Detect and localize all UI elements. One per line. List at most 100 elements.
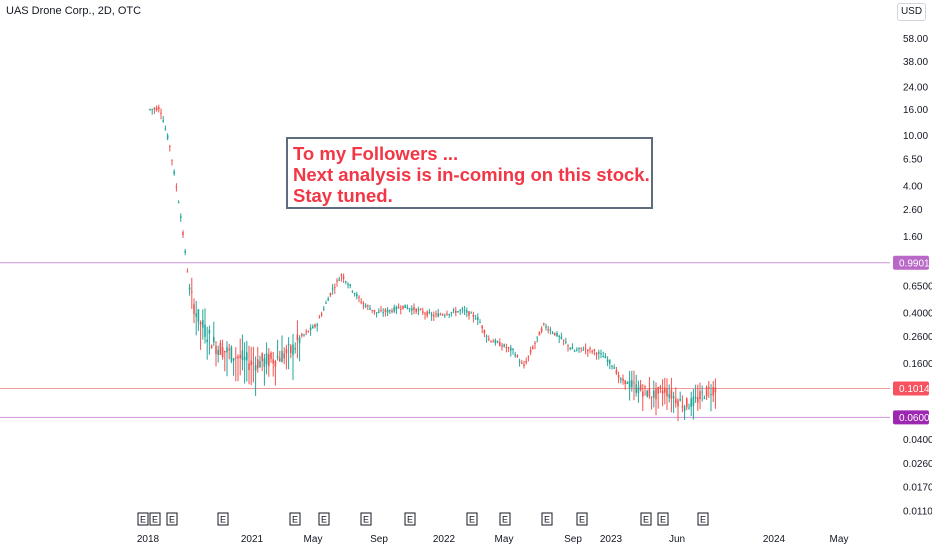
candle	[472, 311, 475, 323]
candle-body	[160, 112, 162, 114]
candle-body	[248, 363, 250, 371]
candle	[342, 273, 345, 283]
earnings-marker[interactable]: E	[640, 512, 652, 526]
candle-body	[635, 384, 637, 393]
candle-body	[393, 307, 395, 312]
candle	[701, 385, 703, 402]
candle	[490, 340, 492, 343]
candle	[461, 306, 464, 314]
candle-body	[184, 250, 186, 253]
earnings-marker[interactable]: E	[318, 512, 330, 526]
earnings-marker[interactable]: E	[576, 512, 588, 526]
candle-body	[320, 313, 323, 316]
candle-body	[463, 309, 466, 311]
candle-body	[325, 302, 327, 304]
candle-body	[380, 310, 382, 312]
candle	[158, 104, 160, 113]
candle-body	[316, 324, 318, 326]
y-tick-label: 0.1600	[903, 359, 932, 370]
candle	[578, 347, 580, 353]
candle-body	[697, 397, 699, 403]
candle	[402, 305, 404, 310]
candle	[551, 331, 554, 335]
earnings-marker[interactable]: E	[137, 512, 149, 526]
candle-body	[679, 399, 681, 401]
candle-body	[485, 336, 488, 338]
candle-body	[620, 378, 622, 380]
candle	[292, 333, 294, 380]
candle	[367, 304, 369, 311]
candle-body	[578, 347, 580, 350]
candle	[602, 351, 604, 358]
candle	[683, 404, 686, 421]
candle-body	[265, 353, 268, 365]
candle	[633, 370, 635, 401]
candle-body	[351, 290, 354, 292]
earnings-marker-box	[166, 512, 178, 526]
candle-body	[408, 308, 411, 310]
earnings-marker[interactable]: E	[541, 512, 553, 526]
earnings-marker-box	[541, 512, 553, 526]
candle	[268, 348, 270, 377]
candle-body	[230, 346, 233, 362]
candle-body	[527, 355, 530, 357]
candle	[477, 313, 479, 326]
candle	[679, 391, 681, 402]
candle	[371, 309, 373, 314]
candle-body	[589, 348, 591, 350]
earnings-marker[interactable]: E	[697, 512, 709, 526]
candle	[375, 312, 378, 318]
x-tick-label: 2021	[241, 534, 264, 545]
candle-body	[505, 347, 508, 349]
candle	[235, 347, 237, 382]
candle-body	[699, 391, 701, 400]
candle	[617, 371, 620, 384]
candle	[164, 125, 167, 131]
candle-body	[501, 345, 503, 347]
candle-body	[417, 309, 420, 311]
candle	[149, 108, 151, 111]
candle	[523, 360, 525, 369]
candle-body	[457, 311, 459, 313]
earnings-marker[interactable]: E	[149, 512, 161, 526]
earnings-marker[interactable]: E	[499, 512, 511, 526]
earnings-marker[interactable]: E	[657, 512, 669, 526]
candle-body	[294, 348, 296, 350]
candle-body	[703, 397, 706, 399]
candle-body	[562, 339, 565, 341]
candle	[450, 311, 453, 317]
earnings-marker[interactable]: E	[466, 512, 478, 526]
candle-body	[303, 334, 305, 336]
candle	[351, 290, 354, 294]
currency-button[interactable]: USD	[897, 3, 926, 21]
candle	[543, 322, 545, 326]
earnings-marker[interactable]: E	[404, 512, 416, 526]
candle	[435, 310, 437, 318]
candle	[584, 343, 587, 355]
candle-body	[382, 312, 384, 314]
earnings-marker[interactable]: E	[166, 512, 178, 526]
candle-body	[690, 398, 692, 407]
earnings-marker[interactable]: E	[360, 512, 372, 526]
earnings-marker[interactable]: E	[289, 512, 301, 526]
earnings-marker-label: E	[169, 515, 175, 525]
earnings-marker[interactable]: E	[217, 512, 229, 526]
candle-body	[609, 360, 611, 364]
earnings-marker-label: E	[363, 515, 369, 525]
candle-body	[336, 280, 338, 282]
candle	[483, 329, 486, 338]
candle	[670, 377, 673, 413]
candle-body	[628, 380, 631, 389]
candle-body	[626, 381, 629, 385]
candle-body	[622, 378, 624, 382]
candle	[556, 331, 558, 338]
y-tick-label: 0.0260	[903, 459, 932, 470]
y-tick-label: 58.00	[903, 34, 928, 45]
candle-body	[595, 353, 598, 355]
candle-body	[213, 337, 215, 343]
earnings-marker-box	[217, 512, 229, 526]
candle-body	[413, 307, 415, 311]
candle	[459, 309, 461, 315]
candle	[228, 343, 230, 360]
